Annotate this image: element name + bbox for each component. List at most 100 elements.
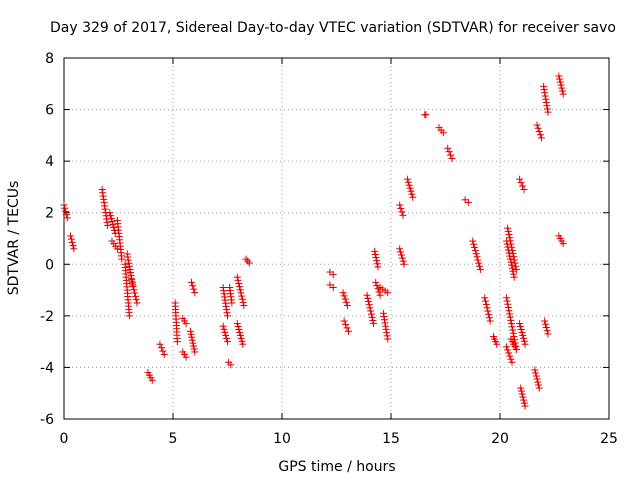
data-point	[503, 297, 511, 305]
data-point	[173, 338, 181, 346]
data-point	[126, 269, 134, 277]
data-point	[128, 279, 136, 287]
data-point	[236, 328, 244, 336]
data-point	[339, 289, 347, 297]
data-point	[517, 387, 525, 395]
axis-ticks	[63, 57, 610, 420]
data-point	[509, 267, 517, 275]
data-point	[190, 345, 198, 353]
data-point	[506, 352, 514, 360]
data-point	[62, 211, 70, 219]
data-point	[533, 375, 541, 383]
data-point	[510, 270, 518, 278]
data-point	[476, 265, 484, 273]
data-point	[503, 343, 511, 351]
data-point	[245, 259, 253, 267]
data-point	[483, 304, 491, 312]
data-point	[520, 334, 528, 342]
data-point	[406, 184, 414, 192]
data-point	[506, 234, 514, 242]
data-point	[398, 254, 406, 262]
data-point	[239, 298, 247, 306]
data-point	[242, 255, 250, 263]
data-point	[493, 340, 501, 348]
data-point	[405, 181, 413, 189]
y-tick-label: 8	[45, 51, 54, 67]
data-point	[61, 204, 69, 212]
data-point	[520, 186, 528, 194]
data-point	[542, 98, 550, 106]
data-point	[485, 314, 493, 322]
data-point	[398, 208, 406, 216]
data-point	[540, 82, 548, 90]
data-point	[509, 329, 517, 337]
data-point	[403, 175, 411, 183]
data-point	[191, 348, 199, 356]
data-points	[60, 72, 567, 410]
data-point	[558, 87, 566, 95]
data-point	[510, 256, 518, 264]
data-point	[234, 323, 242, 331]
data-point	[397, 204, 405, 212]
data-point	[507, 355, 515, 363]
data-point	[508, 243, 516, 251]
data-point	[128, 276, 136, 284]
data-point	[485, 310, 493, 318]
data-point	[517, 325, 525, 333]
data-point	[504, 346, 512, 354]
x-tick-label: 10	[273, 431, 291, 447]
data-point	[472, 250, 480, 258]
data-point	[238, 295, 246, 303]
data-point	[559, 240, 567, 248]
data-point	[127, 272, 135, 280]
data-point	[384, 335, 392, 343]
data-point	[235, 283, 243, 291]
x-axis-label: GPS time / hours	[278, 459, 395, 475]
data-point	[340, 317, 348, 325]
data-point	[504, 227, 512, 235]
data-point	[236, 286, 244, 294]
y-tick-label: 4	[45, 154, 54, 170]
data-point	[407, 187, 415, 195]
data-point	[160, 351, 168, 359]
data-point	[543, 327, 551, 335]
data-point	[534, 378, 542, 386]
data-point	[507, 240, 515, 248]
y-tick-label: 6	[45, 103, 54, 119]
data-point	[125, 262, 133, 270]
data-point	[556, 78, 564, 86]
data-point	[342, 320, 350, 328]
data-point	[482, 300, 490, 308]
data-point	[228, 299, 236, 307]
data-point	[399, 257, 407, 265]
data-point	[126, 265, 134, 273]
data-point	[125, 259, 133, 267]
data-point	[223, 335, 231, 343]
data-point	[541, 89, 549, 97]
data-point	[182, 320, 190, 328]
data-point	[476, 262, 484, 270]
data-point	[131, 289, 139, 297]
data-point	[484, 307, 492, 315]
data-point	[340, 292, 348, 300]
data-point	[555, 72, 563, 80]
data-point	[384, 289, 392, 297]
data-point	[516, 175, 524, 183]
data-point	[227, 361, 235, 369]
data-point	[474, 256, 482, 264]
data-point	[329, 283, 337, 291]
data-point	[544, 108, 552, 116]
data-point	[506, 310, 514, 318]
data-point	[370, 320, 378, 328]
data-point	[540, 86, 548, 94]
data-point	[516, 320, 524, 328]
data-point	[505, 307, 513, 315]
data-point	[125, 312, 133, 320]
data-point	[408, 190, 416, 198]
chart-title: Day 329 of 2017, Sidereal Day-to-day VTE…	[50, 20, 616, 36]
data-point	[379, 309, 387, 317]
data-point	[373, 257, 381, 265]
x-tick-label: 5	[169, 431, 178, 447]
data-point	[518, 390, 526, 398]
data-point	[519, 182, 527, 190]
